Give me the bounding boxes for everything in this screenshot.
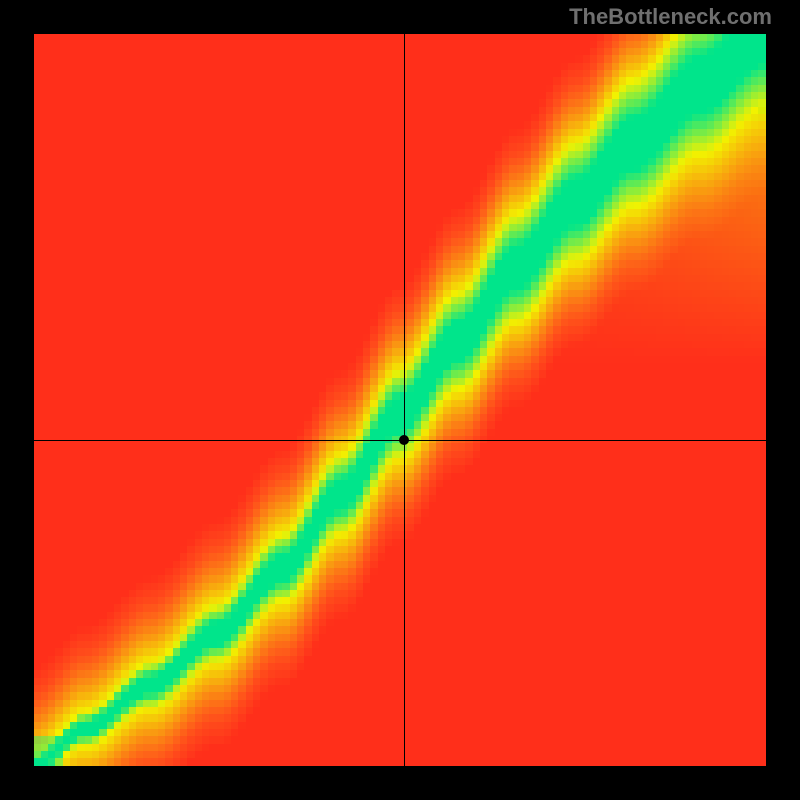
watermark-text: TheBottleneck.com: [569, 4, 772, 30]
heatmap-plot: [34, 34, 766, 766]
heatmap-canvas: [34, 34, 766, 766]
crosshair-vertical: [404, 34, 405, 766]
bottleneck-marker: [399, 435, 409, 445]
